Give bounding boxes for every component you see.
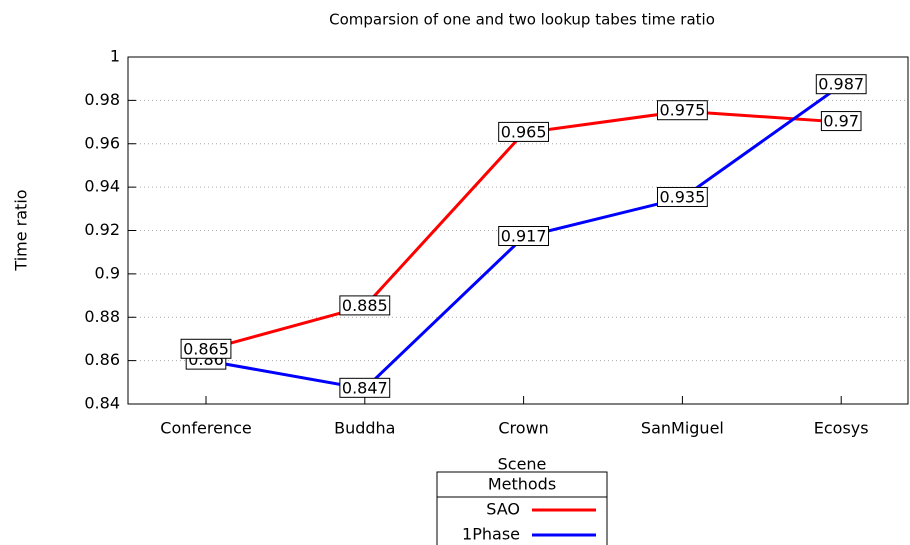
plot-frame (127, 56, 909, 405)
y-tick-label: 0.98 (84, 90, 120, 109)
value-label: 0.975 (659, 101, 705, 120)
y-tick-label: 0.84 (84, 394, 120, 413)
chart-title: Comparsion of one and two lookup tabes t… (329, 11, 715, 29)
y-tick-label: 0.96 (84, 133, 120, 152)
value-label: 0.97 (823, 112, 859, 131)
y-tick-label: 0.92 (84, 220, 120, 239)
y-tick-label: 0.9 (95, 263, 120, 282)
value-label-box (498, 226, 550, 247)
legend-label: SAO (486, 500, 520, 519)
y-tick-label: 0.94 (84, 177, 120, 196)
value-label: 0.885 (342, 296, 388, 315)
value-label-box (339, 377, 391, 398)
value-label-box (339, 295, 391, 316)
x-tick-label: Conference (160, 419, 251, 438)
x-tick-label: SanMiguel (641, 419, 724, 438)
value-label-box (180, 338, 232, 359)
value-label-box (656, 100, 708, 121)
value-label: 0.865 (183, 339, 229, 358)
value-label: 0.917 (501, 227, 547, 246)
value-label-box (498, 121, 550, 142)
legend-title: Methods (488, 475, 556, 494)
y-tick-label: 0.88 (84, 307, 120, 326)
y-tick-label: 0.86 (84, 350, 120, 369)
value-label-box (656, 186, 708, 207)
x-tick-label: Crown (498, 419, 548, 438)
value-label: 0.965 (501, 122, 547, 141)
value-label: 0.987 (818, 75, 864, 94)
value-label: 0.935 (659, 187, 705, 206)
value-label-box (820, 111, 862, 132)
y-axis-label: Time ratio (12, 189, 31, 271)
y-tick-label: 1 (110, 47, 120, 66)
legend-label: 1Phase (462, 525, 520, 544)
x-tick-label: Buddha (334, 419, 395, 438)
x-axis-label: Scene (498, 455, 547, 474)
value-label-box (815, 74, 867, 95)
value-label: 0.847 (342, 378, 388, 397)
x-tick-label: Ecosys (814, 419, 869, 438)
